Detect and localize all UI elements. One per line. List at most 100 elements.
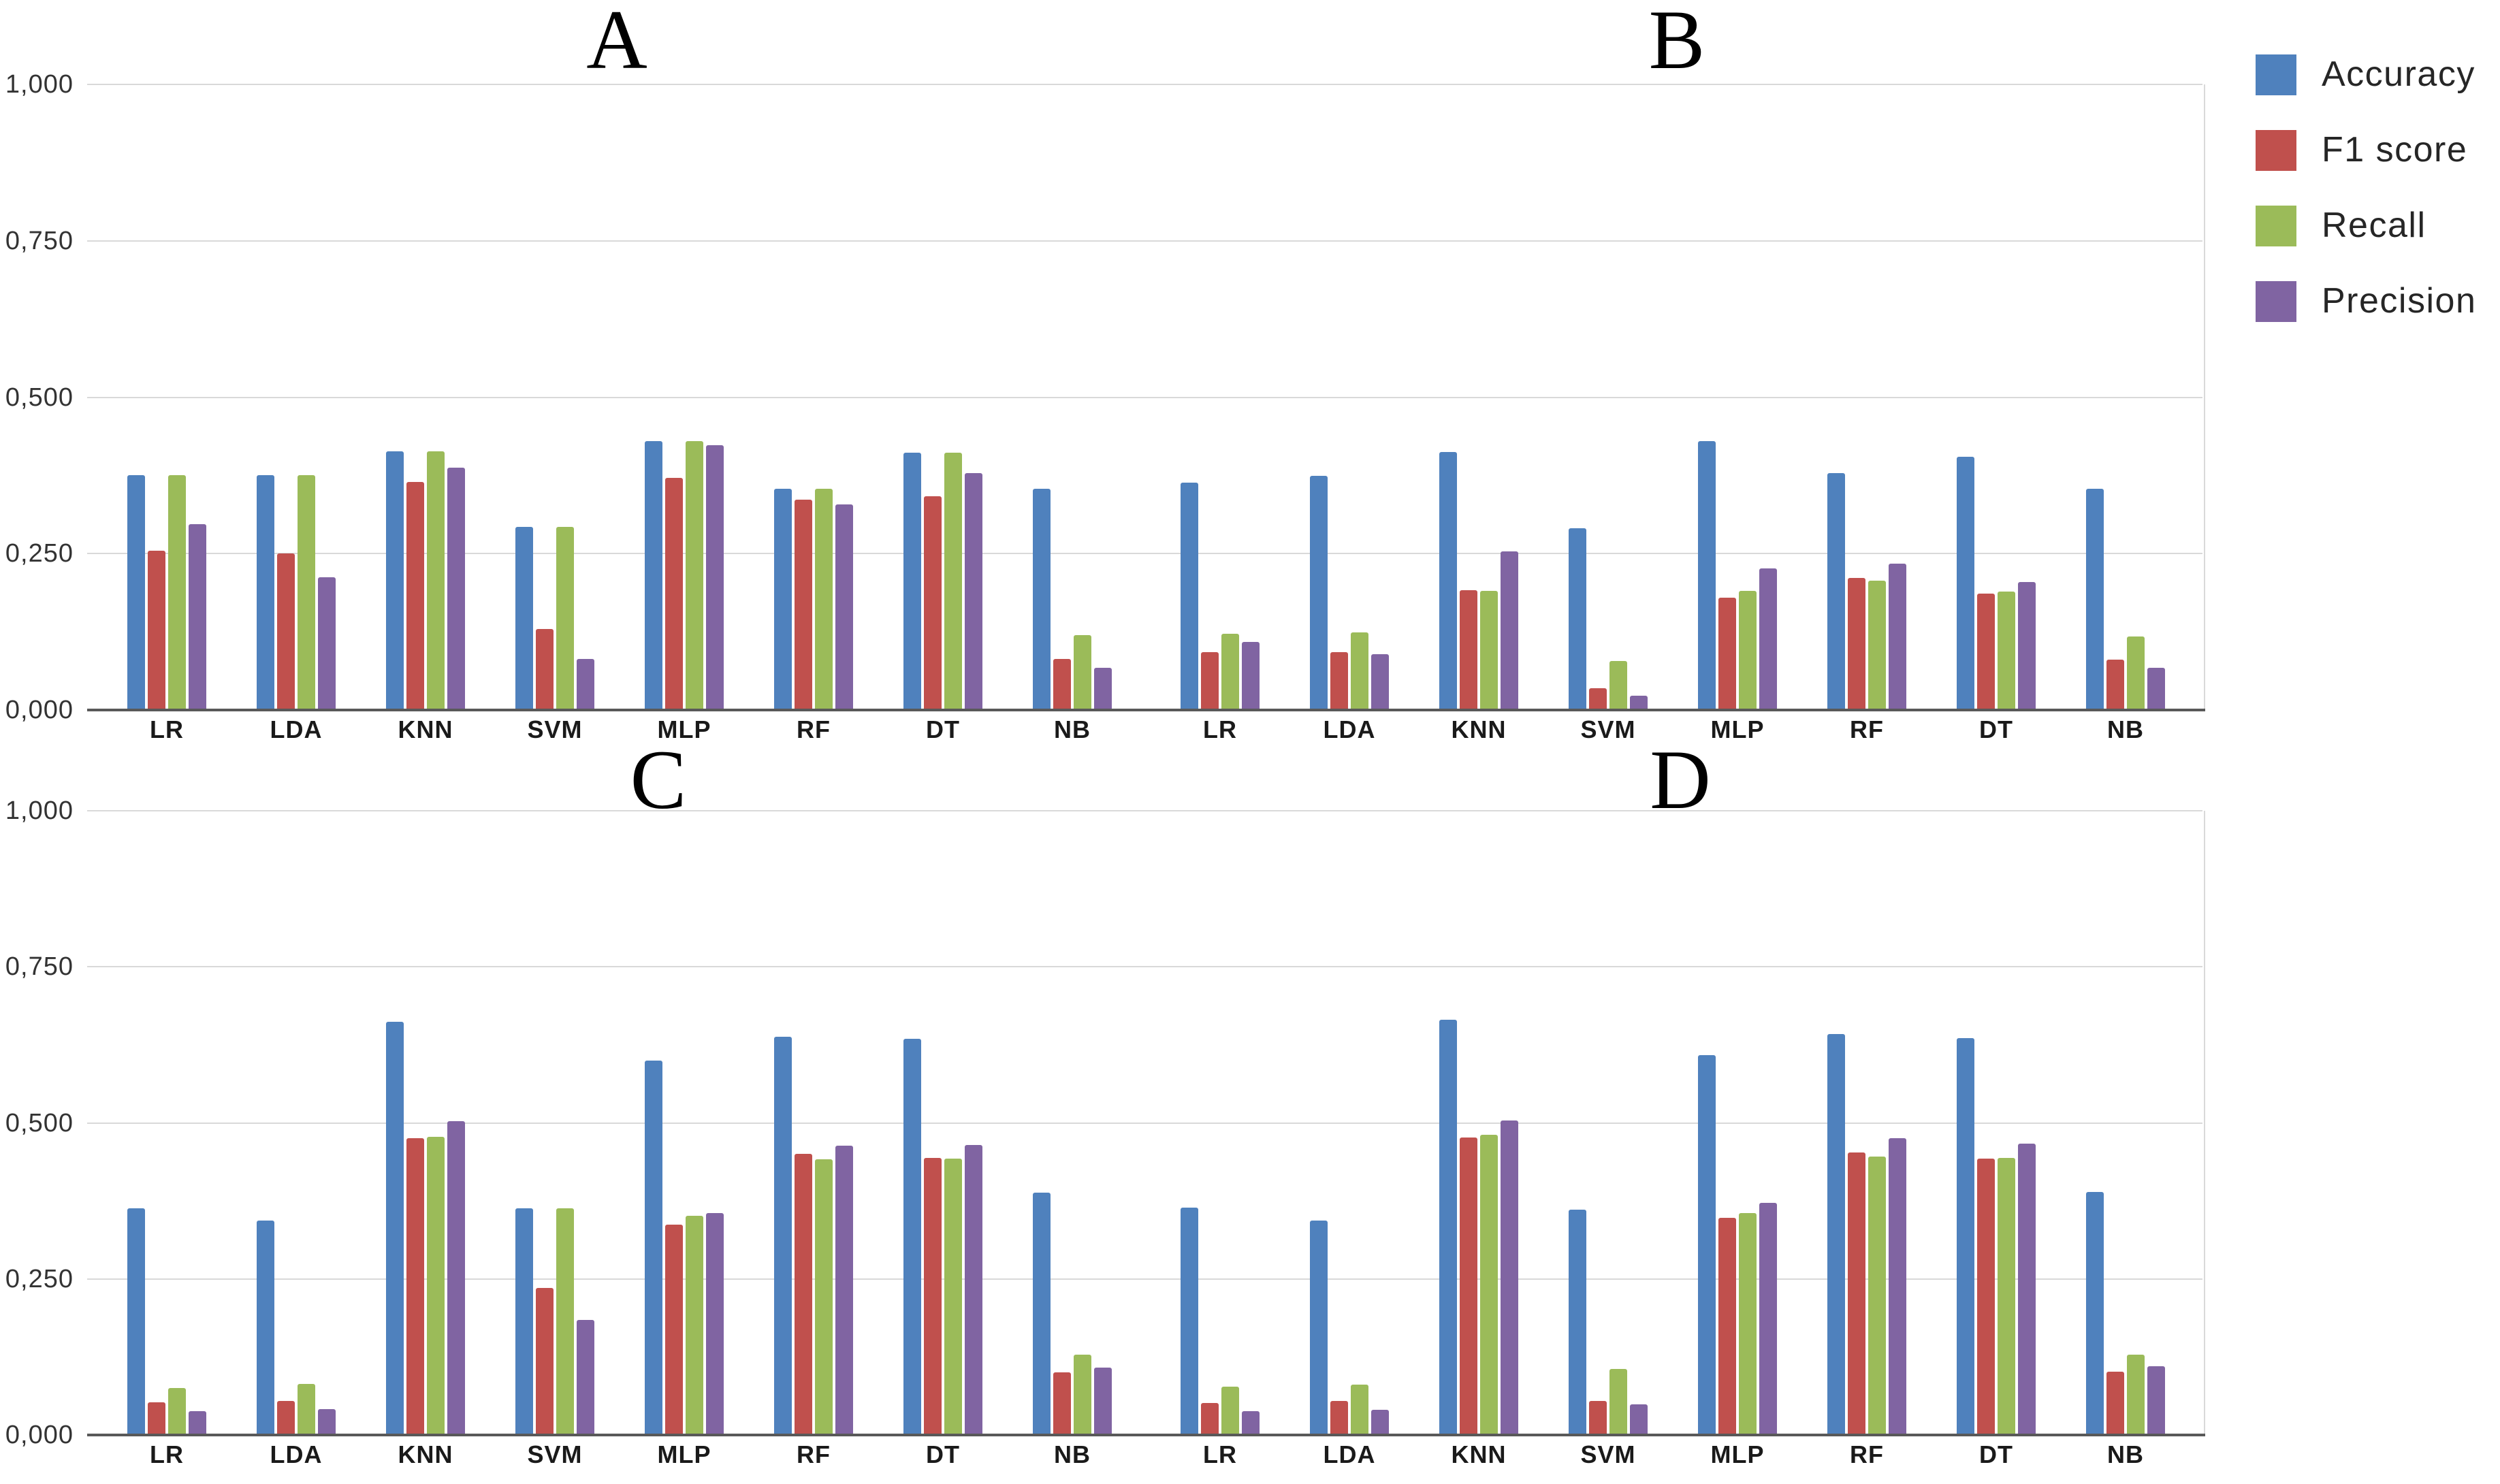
- bar-recall-rf: [815, 489, 833, 710]
- bar-f1-score-knn: [1460, 1138, 1477, 1435]
- bar-f1-score-rf: [795, 1154, 812, 1435]
- bar-recall-svm: [1609, 1369, 1627, 1435]
- recall-swatch-icon: [2256, 206, 2296, 246]
- bar-recall-lda: [298, 475, 315, 710]
- bar-recall-dt: [1998, 1158, 2015, 1435]
- bar-accuracy-rf: [1827, 1034, 1845, 1435]
- bar-accuracy-mlp: [1698, 1055, 1716, 1435]
- y-axis-tick-label: 0,750: [5, 952, 74, 982]
- x-axis-label-mlp: MLP: [657, 715, 711, 743]
- gridline-0,500: [87, 1122, 2202, 1124]
- bar-accuracy-lda: [1310, 476, 1328, 710]
- bar-accuracy-nb: [1033, 1193, 1051, 1435]
- bar-accuracy-lr: [1181, 1208, 1198, 1435]
- bar-precision-mlp: [706, 445, 724, 710]
- bar-precision-svm: [1630, 1404, 1648, 1435]
- gridline-0,500: [87, 396, 2202, 398]
- bar-precision-rf: [835, 504, 853, 710]
- bar-recall-mlp: [686, 441, 703, 710]
- x-axis-label-rf: RF: [797, 1440, 831, 1468]
- bar-recall-svm: [556, 1208, 574, 1435]
- bar-f1-score-lr: [1201, 652, 1219, 710]
- bar-f1-score-dt: [1977, 594, 1995, 710]
- bar-recall-mlp: [1739, 591, 1757, 710]
- bar-precision-knn: [447, 1121, 465, 1435]
- bar-precision-lr: [1242, 642, 1260, 710]
- bar-accuracy-lda: [257, 1221, 274, 1435]
- bar-f1-score-lr: [148, 1402, 165, 1435]
- x-axis-label-rf: RF: [1850, 715, 1884, 743]
- bar-precision-lr: [1242, 1411, 1260, 1435]
- bar-precision-svm: [1630, 696, 1648, 710]
- x-axis-label-mlp: MLP: [657, 1440, 711, 1468]
- y-axis-tick-label: 0,250: [5, 1264, 74, 1293]
- bar-recall-lr: [168, 475, 186, 710]
- bar-accuracy-lr: [127, 475, 145, 710]
- bar-precision-dt: [965, 473, 982, 710]
- legend-label: Precision: [2322, 280, 2477, 321]
- bar-f1-score-dt: [924, 496, 942, 710]
- bar-accuracy-mlp: [1698, 441, 1716, 710]
- bar-f1-score-knn: [406, 482, 424, 710]
- x-axis-label-svm: SVM: [1580, 1440, 1636, 1468]
- legend-label: Accuracy: [2322, 54, 2475, 94]
- bar-precision-nb: [2147, 1366, 2165, 1435]
- x-axis-label-lr: LR: [150, 715, 184, 743]
- bar-f1-score-nb: [1053, 659, 1071, 710]
- bar-f1-score-nb: [2106, 660, 2124, 710]
- bar-accuracy-dt: [1957, 1038, 1974, 1435]
- bar-f1-score-nb: [2106, 1372, 2124, 1435]
- bar-f1-score-knn: [1460, 590, 1477, 710]
- bar-recall-rf: [1868, 581, 1886, 710]
- bar-precision-svm: [577, 1320, 594, 1435]
- gridline-0,750: [87, 966, 2202, 968]
- bar-precision-dt: [2018, 582, 2036, 710]
- x-axis-baseline: [87, 709, 2205, 711]
- bar-f1-score-mlp: [1718, 598, 1736, 710]
- bar-accuracy-svm: [515, 527, 533, 710]
- bar-accuracy-svm: [1569, 1210, 1586, 1435]
- bar-accuracy-rf: [1827, 473, 1845, 710]
- x-axis-label-dt: DT: [1979, 1440, 2013, 1468]
- bar-f1-score-rf: [1848, 578, 1865, 710]
- bar-precision-rf: [1889, 1138, 1906, 1435]
- bar-recall-knn: [427, 1137, 445, 1435]
- bar-accuracy-lr: [1181, 483, 1198, 710]
- y-axis-tick-label: 0,250: [5, 539, 74, 568]
- precision-swatch-icon: [2256, 281, 2296, 322]
- bar-recall-lda: [1351, 632, 1368, 710]
- bar-f1-score-svm: [1589, 688, 1607, 710]
- bar-f1-score-dt: [924, 1158, 942, 1435]
- bar-recall-mlp: [1739, 1213, 1757, 1435]
- bar-precision-lda: [318, 577, 336, 710]
- bar-precision-nb: [1094, 1368, 1112, 1435]
- panel-title-A: A: [586, 0, 647, 86]
- x-axis-label-nb: NB: [2107, 715, 2144, 743]
- f1-score-swatch-icon: [2256, 130, 2296, 171]
- x-axis-label-svm: SVM: [527, 715, 583, 743]
- plot-right-border: [2204, 811, 2205, 1435]
- bar-f1-score-mlp: [665, 1225, 683, 1435]
- bar-accuracy-lda: [1310, 1221, 1328, 1435]
- bar-recall-rf: [1868, 1157, 1886, 1435]
- y-axis-tick-label: 0,750: [5, 226, 74, 255]
- bar-accuracy-knn: [386, 1022, 404, 1435]
- bar-precision-knn: [447, 468, 465, 710]
- y-axis-tick-label: 0,500: [5, 383, 74, 412]
- x-axis-label-lda: LDA: [270, 1440, 323, 1468]
- y-axis-tick-label: 1,000: [5, 70, 74, 99]
- x-axis-label-knn: KNN: [1451, 715, 1507, 743]
- x-axis-label-rf: RF: [1850, 1440, 1884, 1468]
- bar-precision-dt: [2018, 1144, 2036, 1435]
- legend-label: Recall: [2322, 205, 2426, 245]
- panel-title-C: C: [630, 733, 687, 826]
- x-axis-baseline: [87, 1434, 2205, 1436]
- bar-precision-knn: [1501, 551, 1518, 710]
- bar-f1-score-svm: [536, 629, 554, 710]
- x-axis-label-lr: LR: [1203, 715, 1237, 743]
- panel-title-D: D: [1650, 733, 1711, 826]
- bar-f1-score-svm: [536, 1288, 554, 1435]
- plot-right-border: [2204, 84, 2205, 710]
- bar-recall-lr: [1221, 1387, 1239, 1435]
- bar-accuracy-svm: [515, 1208, 533, 1435]
